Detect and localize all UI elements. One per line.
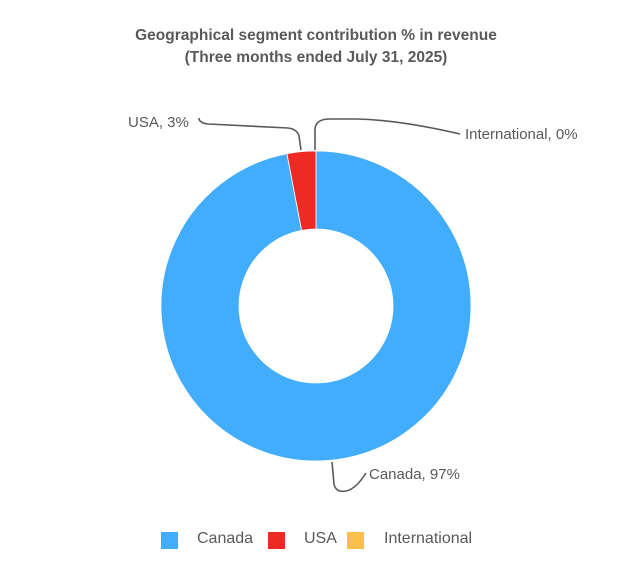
legend-swatch-usa-icon [268, 532, 285, 549]
chart-subtitle: (Three months ended July 31, 2025) [184, 49, 448, 66]
data-label-usa: USA, 3% [128, 114, 189, 131]
donut-slices [160, 150, 472, 462]
slice-usa[interactable] [286, 150, 317, 231]
leader-line-usa [198, 117, 302, 151]
data-label-international: International, 0% [465, 126, 578, 143]
data-label-canada: Canada, 97% [369, 466, 460, 483]
slice-canada[interactable] [160, 150, 472, 462]
legend-label: International [384, 530, 473, 547]
legend-swatch-international-icon [347, 532, 364, 549]
legend-label: Canada [197, 530, 254, 547]
legend-swatch-canada-icon [161, 532, 178, 549]
legend: Canada USA International [0, 530, 632, 552]
leader-line-international [314, 118, 461, 150]
leader-line-canada [331, 461, 367, 493]
chart-title: Geographical segment contribution % in r… [135, 27, 497, 44]
legend-label: USA [304, 530, 337, 547]
